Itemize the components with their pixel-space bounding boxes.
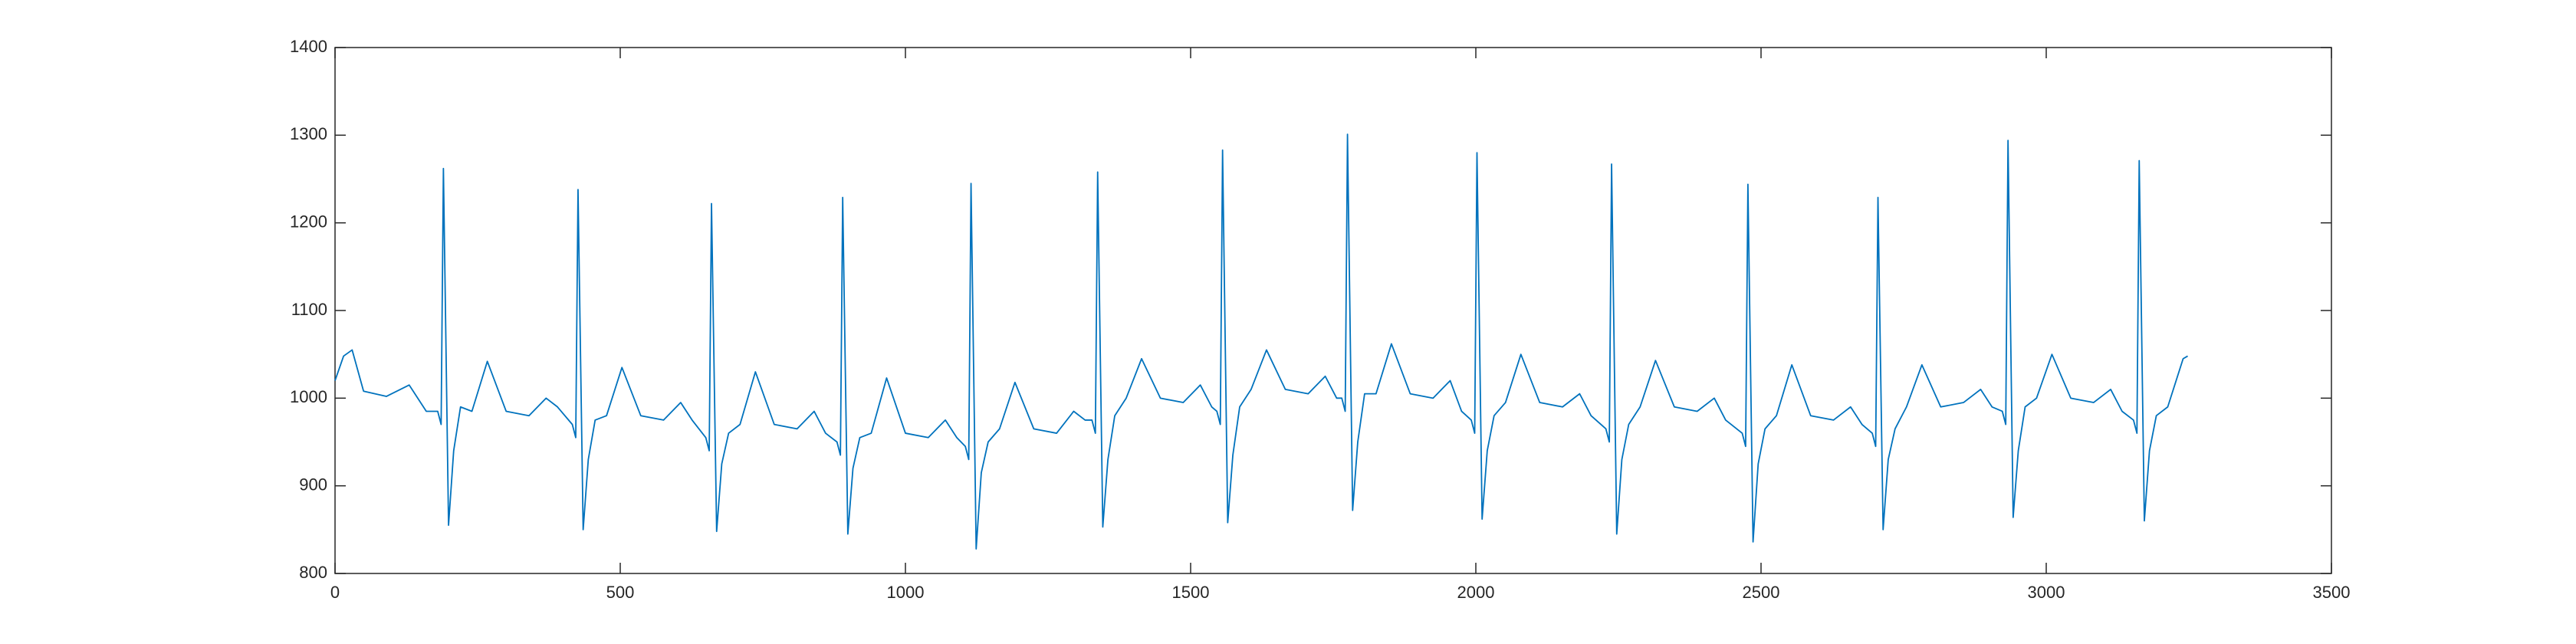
- y-tick-label: 1400: [290, 37, 327, 56]
- x-tick-label: 1500: [1172, 583, 1210, 602]
- x-tick-label: 0: [330, 583, 340, 602]
- y-tick-label: 1000: [290, 387, 327, 406]
- x-tick-label: 1000: [887, 583, 925, 602]
- line-series: [334, 133, 2188, 550]
- y-tick-label: 1100: [291, 300, 327, 319]
- x-tick-label: 2500: [1743, 583, 1780, 602]
- y-tick-label: 1200: [290, 212, 327, 231]
- x-tick-label: 3000: [2028, 583, 2065, 602]
- x-tick-label: 500: [606, 583, 635, 602]
- plot-area: [334, 47, 2332, 574]
- x-tick-label: 3500: [2313, 583, 2351, 602]
- y-tick-label: 900: [299, 475, 327, 494]
- y-tick-label: 1300: [290, 124, 327, 143]
- y-tick-label: 800: [299, 563, 327, 582]
- x-tick-label: 2000: [1457, 583, 1495, 602]
